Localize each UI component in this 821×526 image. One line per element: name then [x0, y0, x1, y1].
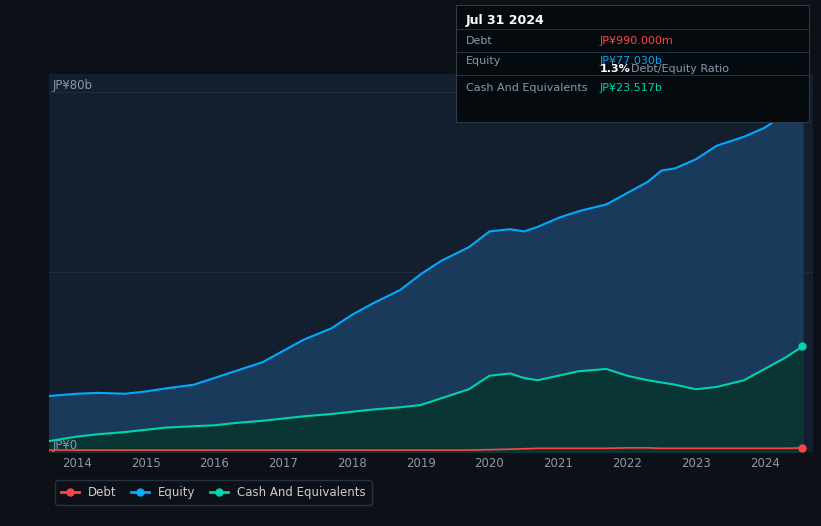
Text: JP¥77.030b: JP¥77.030b [599, 56, 663, 66]
Text: JP¥990.000m: JP¥990.000m [599, 36, 673, 46]
Legend: Debt, Equity, Cash And Equivalents: Debt, Equity, Cash And Equivalents [55, 480, 372, 505]
Text: Jul 31 2024: Jul 31 2024 [466, 14, 544, 27]
Text: Equity: Equity [466, 56, 501, 66]
Text: Cash And Equivalents: Cash And Equivalents [466, 83, 587, 93]
Text: JP¥80b: JP¥80b [53, 79, 93, 92]
Text: Debt: Debt [466, 36, 493, 46]
Text: JP¥0: JP¥0 [53, 439, 78, 452]
Text: Debt/Equity Ratio: Debt/Equity Ratio [631, 64, 728, 74]
Text: JP¥23.517b: JP¥23.517b [599, 83, 663, 93]
Text: 1.3%: 1.3% [599, 64, 630, 74]
